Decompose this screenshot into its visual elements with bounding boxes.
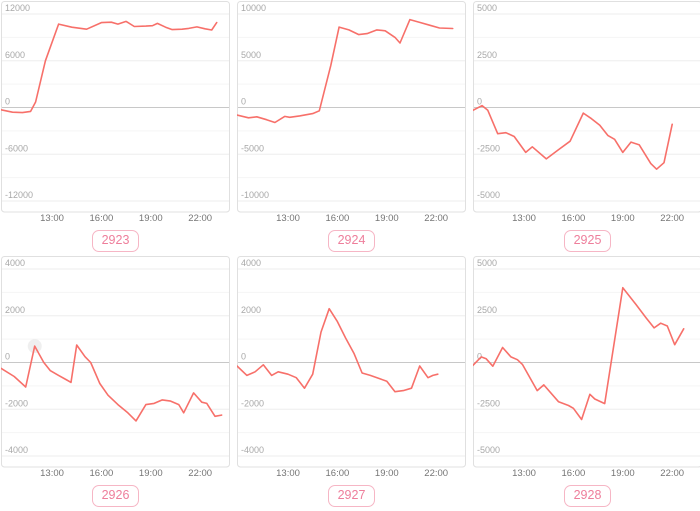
x-axis-tick-label: 22:00 bbox=[188, 468, 212, 479]
x-axis-tick-label: 19:00 bbox=[139, 213, 163, 224]
line-chart-2923: 12000 6000 0 -6000 -12000 13:00 16:00 19:00 22:0… bbox=[1, 1, 230, 224]
x-axis-tick-label: 22:00 bbox=[424, 213, 448, 224]
x-axis-tick-label: 19:00 bbox=[375, 213, 399, 224]
line-chart-2925: 5000 2500 0 -2500 -5000 13:00 16:00 19:00 22:00 bbox=[473, 1, 700, 224]
x-axis-tick-label: 13:00 bbox=[40, 468, 64, 479]
series-line bbox=[237, 18, 454, 124]
line-chart-2926: 4000 2000 0 -2000 -4000 13:00 16:00 19:00 22:00 bbox=[1, 256, 230, 479]
y-axis-tick-label: -4000 bbox=[5, 445, 28, 455]
x-axis-tick-label: 13:00 bbox=[276, 213, 300, 224]
y-axis-tick-label: 12000 bbox=[5, 3, 30, 13]
x-axis-tick-label: 16:00 bbox=[90, 468, 114, 479]
series-line bbox=[1, 20, 218, 114]
x-axis-tick-label: 16:00 bbox=[326, 213, 350, 224]
x-axis-tick-label: 13:00 bbox=[512, 213, 536, 224]
y-axis-tick-label: 6000 bbox=[5, 50, 25, 60]
plot-panel bbox=[1, 256, 230, 468]
y-axis-tick-label: -12000 bbox=[5, 190, 33, 200]
x-axis-tick-label: 13:00 bbox=[276, 468, 300, 479]
x-axis-tick-label: 16:00 bbox=[562, 468, 586, 479]
y-axis-tick-label: 2000 bbox=[241, 305, 261, 315]
chart-cell-2925: 5000 2500 0 -2500 -5000 13:00 16:00 19:00 22:00 … bbox=[473, 1, 700, 254]
chart-id-badge[interactable]: 2925 bbox=[563, 230, 612, 252]
y-axis-tick-label: 5000 bbox=[477, 258, 497, 268]
x-axis-tick-label: 19:00 bbox=[139, 468, 163, 479]
y-axis-tick-label: -5000 bbox=[477, 445, 500, 455]
y-axis-tick-label: 0 bbox=[5, 97, 10, 107]
chart-cell-2926: 4000 2000 0 -2000 -4000 13:00 16:00 19:00 22:00 … bbox=[1, 256, 230, 509]
y-axis-tick-label: 4000 bbox=[5, 258, 25, 268]
y-axis-tick-label: 0 bbox=[241, 97, 246, 107]
x-axis-tick-label: 16:00 bbox=[90, 213, 114, 224]
line-chart-2928: 5000 2500 0 -2500 -5000 13:00 16:00 19:00 22:00 bbox=[473, 256, 700, 479]
chart-id-badge[interactable]: 2923 bbox=[91, 230, 140, 252]
y-axis-tick-label: 5000 bbox=[241, 50, 261, 60]
x-axis-tick-label: 22:00 bbox=[660, 468, 684, 479]
y-axis-tick-label: -2000 bbox=[241, 398, 264, 408]
y-axis-tick-label: -10000 bbox=[241, 190, 269, 200]
chart-id-badge[interactable]: 2926 bbox=[91, 485, 140, 507]
plot-panel bbox=[237, 1, 466, 213]
y-axis-tick-label: -6000 bbox=[5, 143, 28, 153]
y-axis-tick-label: 4000 bbox=[241, 258, 261, 268]
y-axis-tick-label: 0 bbox=[477, 352, 482, 362]
y-axis-tick-label: 0 bbox=[241, 352, 246, 362]
series-line bbox=[473, 104, 673, 170]
x-axis-tick-label: 16:00 bbox=[562, 213, 586, 224]
plot-panel bbox=[473, 256, 700, 468]
x-axis-tick-label: 22:00 bbox=[660, 213, 684, 224]
y-axis-tick-label: 2000 bbox=[5, 305, 25, 315]
x-axis-tick-label: 13:00 bbox=[512, 468, 536, 479]
y-axis-tick-label: -2500 bbox=[477, 398, 500, 408]
series-line bbox=[473, 286, 685, 421]
y-axis-tick-label: 0 bbox=[477, 97, 482, 107]
x-axis-tick-label: 16:00 bbox=[326, 468, 350, 479]
y-axis-tick-label: 10000 bbox=[241, 3, 266, 13]
series-line bbox=[237, 307, 439, 393]
x-axis-tick-label: 13:00 bbox=[40, 213, 64, 224]
y-axis-tick-label: -5000 bbox=[477, 190, 500, 200]
y-axis-tick-label: -4000 bbox=[241, 445, 264, 455]
chart-cell-2927: 4000 2000 0 -2000 -4000 13:00 16:00 19:00 22:00 … bbox=[237, 256, 466, 509]
x-axis-tick-label: 19:00 bbox=[375, 468, 399, 479]
y-axis-tick-label: -2500 bbox=[477, 143, 500, 153]
plot-panel bbox=[473, 1, 700, 213]
x-axis-tick-label: 22:00 bbox=[424, 468, 448, 479]
plot-panel bbox=[237, 256, 466, 468]
chart-id-badge[interactable]: 2928 bbox=[563, 485, 612, 507]
y-axis-tick-label: 2500 bbox=[477, 305, 497, 315]
chart-cell-2923: 12000 6000 0 -6000 -12000 13:00 16:00 19:00 22:0… bbox=[1, 1, 230, 254]
chart-id-badge[interactable]: 2927 bbox=[327, 485, 376, 507]
y-axis-tick-label: -2000 bbox=[5, 398, 28, 408]
line-chart-2924: 10000 5000 0 -5000 -10000 13:00 16:00 19:00 22:0… bbox=[237, 1, 466, 224]
chart-cell-2924: 10000 5000 0 -5000 -10000 13:00 16:00 19:00 22:0… bbox=[237, 1, 466, 254]
series-line bbox=[1, 344, 223, 422]
x-axis-tick-label: 19:00 bbox=[611, 468, 635, 479]
x-axis-tick-label: 22:00 bbox=[188, 213, 212, 224]
chart-id-badge[interactable]: 2924 bbox=[327, 230, 376, 252]
chart-cell-2928: 5000 2500 0 -2500 -5000 13:00 16:00 19:00 22:00 … bbox=[473, 256, 700, 509]
y-axis-tick-label: 5000 bbox=[477, 3, 497, 13]
y-axis-tick-label: 2500 bbox=[477, 50, 497, 60]
x-axis-tick-label: 19:00 bbox=[611, 213, 635, 224]
y-axis-tick-label: -5000 bbox=[241, 143, 264, 153]
y-axis-tick-label: 0 bbox=[5, 352, 10, 362]
plot-panel bbox=[1, 1, 230, 213]
line-chart-2927: 4000 2000 0 -2000 -4000 13:00 16:00 19:00 22:00 bbox=[237, 256, 466, 479]
